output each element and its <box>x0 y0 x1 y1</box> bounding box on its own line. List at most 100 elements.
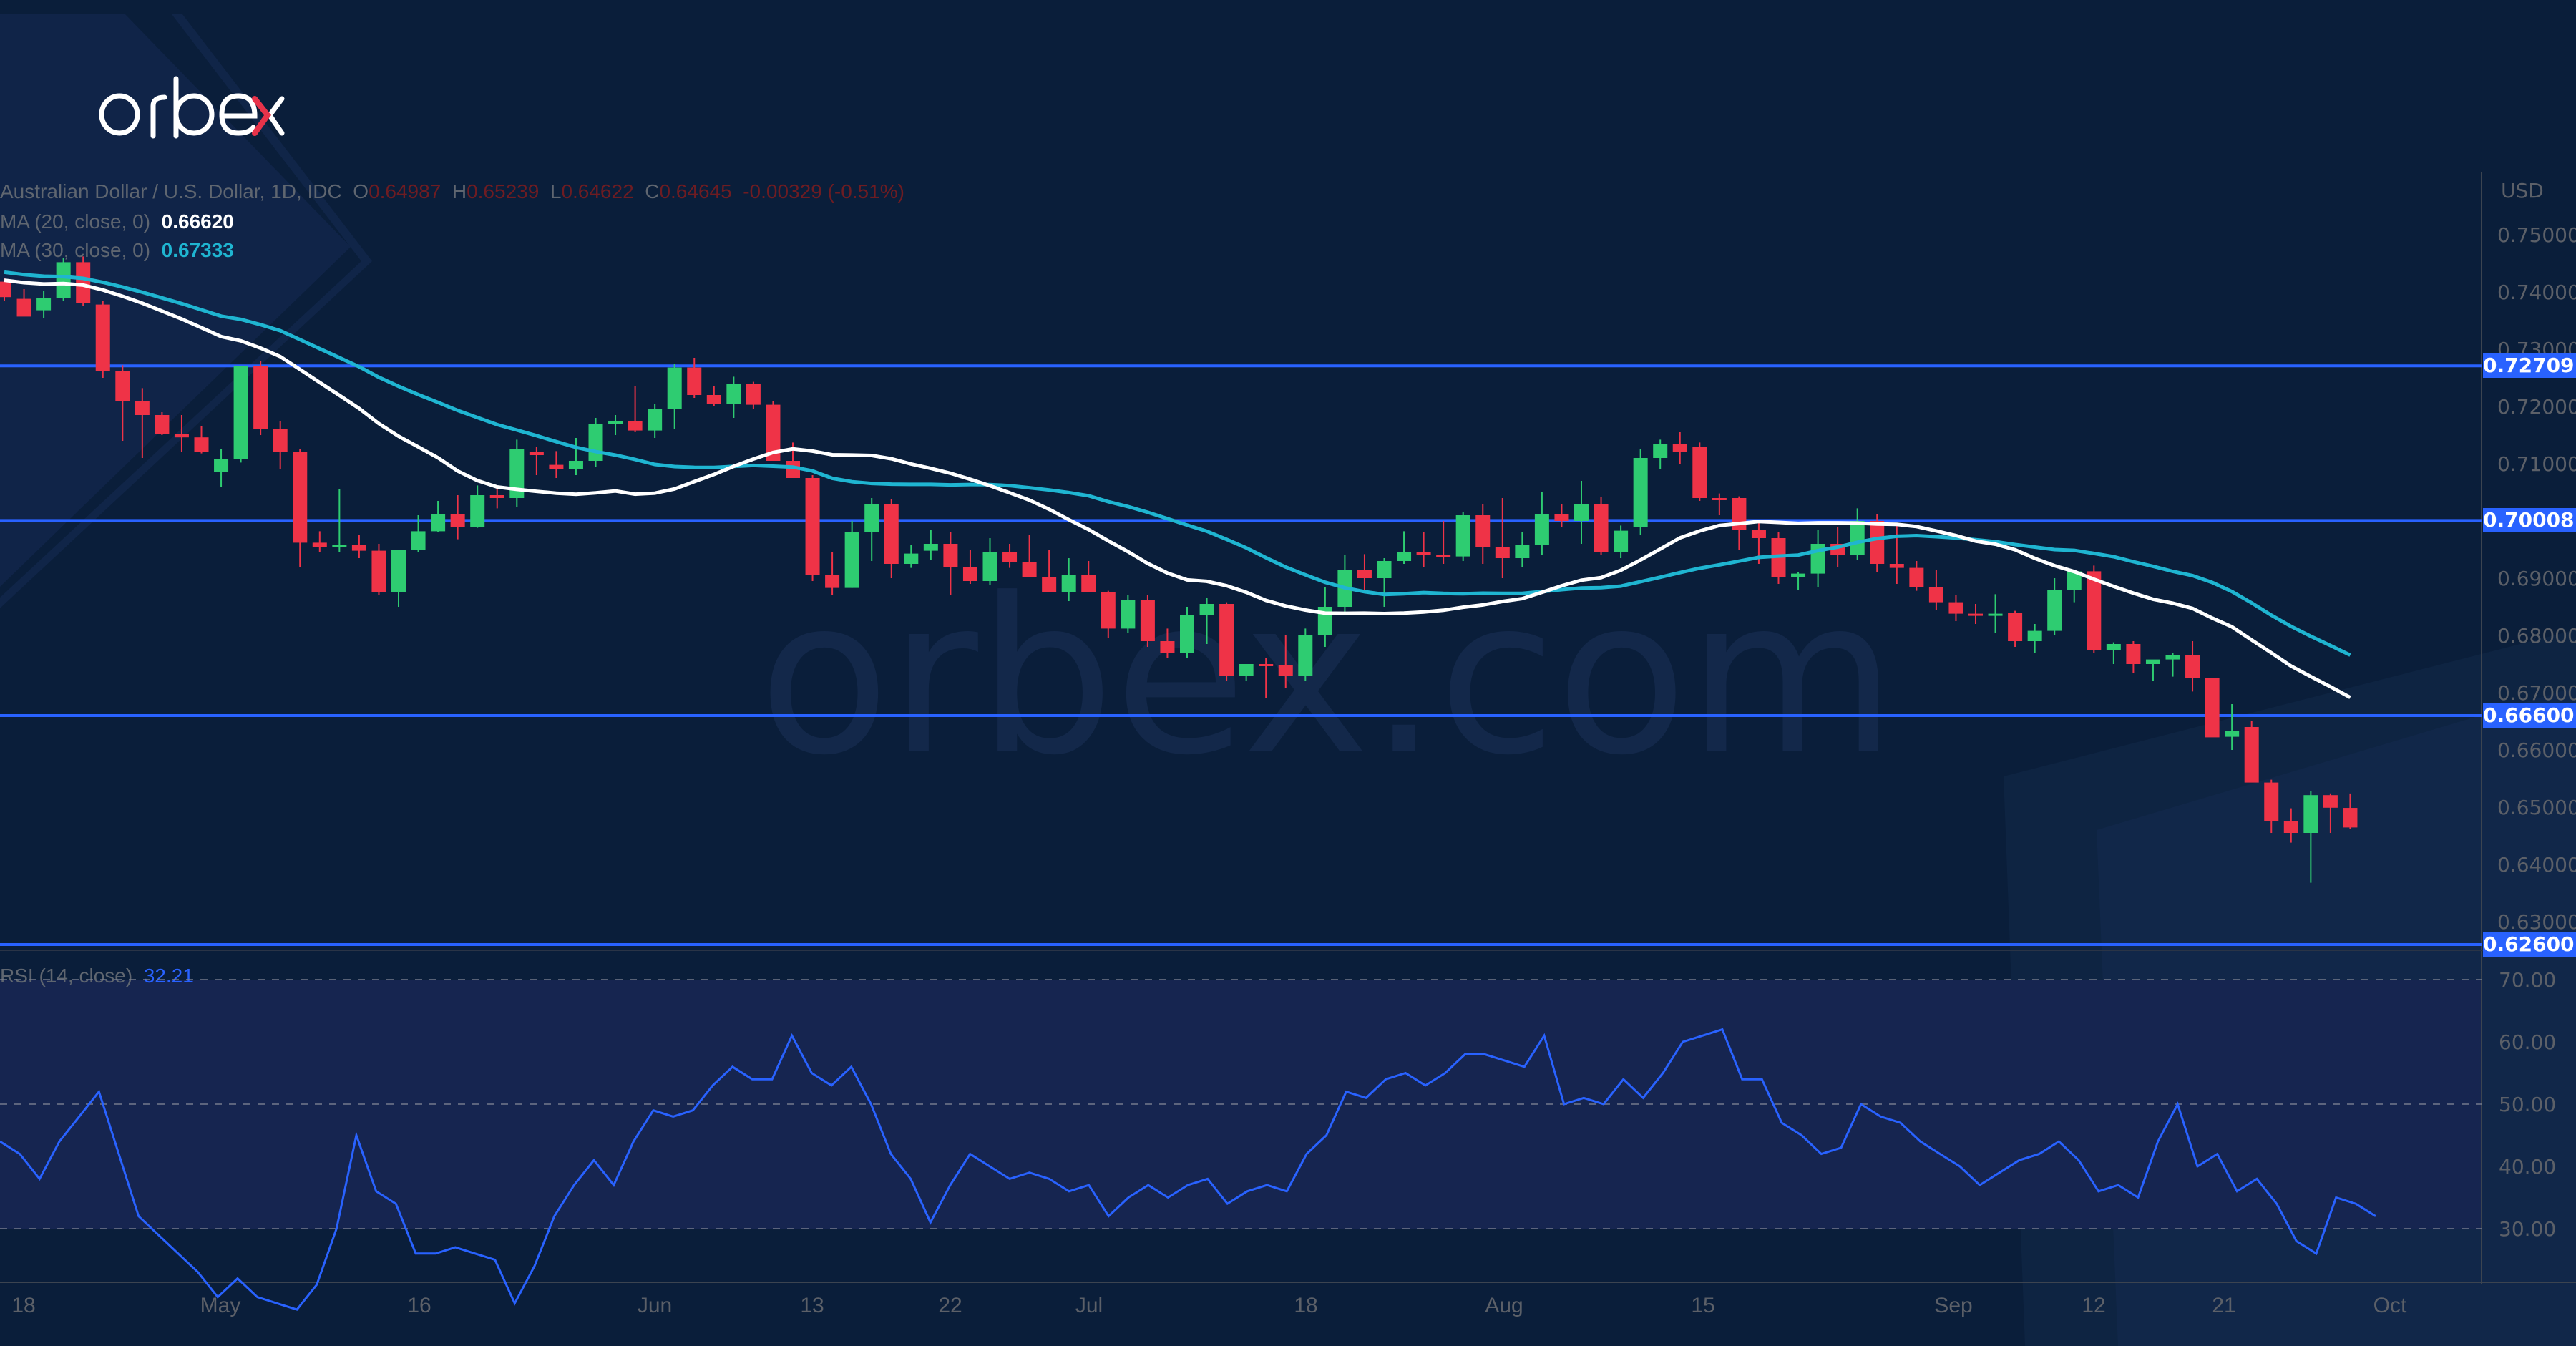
candle-down <box>1948 602 1963 614</box>
candle-down <box>1042 577 1057 592</box>
candle-down <box>746 384 761 405</box>
candle-down <box>962 567 977 581</box>
time-tick: 21 <box>2212 1294 2236 1317</box>
candle-down <box>2283 821 2298 833</box>
candle-up <box>1455 515 1470 557</box>
candle-up <box>923 544 938 551</box>
candle-down <box>2323 795 2338 808</box>
symbol-legend: Australian Dollar / U.S. Dollar, 1D, IDC… <box>0 180 904 203</box>
candle-down <box>76 262 91 303</box>
candle-up <box>1515 545 1530 558</box>
candle-down <box>884 504 899 564</box>
time-tick: Jun <box>637 1294 673 1317</box>
time-tick: 13 <box>800 1294 824 1317</box>
price-tick: 0.69000 <box>2497 567 2576 590</box>
candle-up <box>391 550 406 592</box>
price-tick: 0.66000 <box>2497 738 2576 762</box>
candle-up <box>1633 458 1648 527</box>
candle-down <box>351 545 366 551</box>
candle-down <box>1889 564 1904 568</box>
candle-down <box>2008 613 2023 641</box>
candle-up <box>864 504 879 532</box>
candle-down <box>2087 571 2102 650</box>
candle-down <box>1751 530 1766 538</box>
candle-up <box>1850 521 1865 555</box>
candle-up <box>726 384 741 404</box>
ma20-legend: MA (20, close, 0) 0.66620 <box>0 210 234 233</box>
level-price-tag: 0.72709 <box>2483 353 2576 379</box>
candle-up <box>904 553 919 564</box>
time-tick: 12 <box>2082 1294 2106 1317</box>
candle-up <box>2303 795 2318 833</box>
candle-down <box>1081 575 1096 592</box>
candle-down <box>194 437 209 452</box>
price-tick: 0.68000 <box>2497 624 2576 648</box>
time-tick: 18 <box>1294 1294 1318 1317</box>
level-price-tag: 0.62600 <box>2483 932 2576 957</box>
candle-down <box>174 434 189 438</box>
candle-down <box>1475 515 1491 547</box>
price-tick: 0.65000 <box>2497 796 2576 819</box>
time-tick: Aug <box>1485 1294 1523 1317</box>
rsi-value: 32.21 <box>143 965 194 987</box>
candle-down <box>95 304 110 371</box>
low-value: 0.64622 <box>561 180 634 203</box>
candle-down <box>1219 604 1234 676</box>
candle-up <box>1061 575 1076 592</box>
rsi-tick: 30.00 <box>2499 1217 2557 1241</box>
candle-down <box>450 514 465 527</box>
candle-up <box>844 532 859 588</box>
candle-up <box>1239 664 1254 676</box>
rsi-tick: 70.00 <box>2499 968 2557 992</box>
rsi-tick: 50.00 <box>2499 1093 2557 1116</box>
time-tick: May <box>200 1294 241 1317</box>
candle-down <box>1436 555 1451 557</box>
candle-down <box>135 401 150 415</box>
candle-down <box>1140 600 1155 641</box>
candle-down <box>155 415 170 434</box>
candle-down <box>2244 727 2259 783</box>
candle-down <box>2343 808 2358 828</box>
price-tick: 0.75000 <box>2497 223 2576 247</box>
candle-down <box>2126 644 2141 664</box>
candle-up <box>36 298 52 311</box>
candle-up <box>982 552 997 581</box>
candle-down <box>766 404 781 461</box>
candle-up <box>1791 573 1806 577</box>
candle-down <box>312 542 327 547</box>
candle-up <box>332 545 347 547</box>
candle-down <box>293 452 308 543</box>
candle-down <box>943 544 958 567</box>
candle-down <box>2185 655 2200 678</box>
ma30-legend: MA (30, close, 0) 0.67333 <box>0 239 234 261</box>
orbex-logo <box>99 76 285 139</box>
price-tick: 0.63000 <box>2497 910 2576 934</box>
candle-down <box>825 575 840 588</box>
candle-down <box>1712 498 1727 500</box>
candle-up <box>509 449 525 498</box>
candle-down <box>1160 641 1175 653</box>
candle-down <box>529 452 544 455</box>
candle-down <box>1968 613 1983 616</box>
close-value: 0.64645 <box>659 180 732 203</box>
time-tick: 16 <box>407 1294 431 1317</box>
candle-down <box>687 367 702 395</box>
candle-up <box>588 424 603 461</box>
candle-up <box>1121 600 1136 629</box>
candle-down <box>2205 678 2220 738</box>
candle-down <box>1416 552 1431 555</box>
price-tick: 0.67000 <box>2497 681 2576 705</box>
candle-up <box>2027 630 2042 641</box>
high-value: 0.65239 <box>467 180 540 203</box>
time-tick: 22 <box>938 1294 962 1317</box>
candle-up <box>1397 552 1412 561</box>
candle-down <box>1554 514 1569 521</box>
candle-down <box>16 298 31 317</box>
candle-down <box>1594 504 1609 552</box>
price-tick: 0.64000 <box>2497 853 2576 877</box>
candle-down <box>2264 782 2279 821</box>
time-tick: Sep <box>1934 1294 1973 1317</box>
candle-up <box>2145 659 2160 664</box>
